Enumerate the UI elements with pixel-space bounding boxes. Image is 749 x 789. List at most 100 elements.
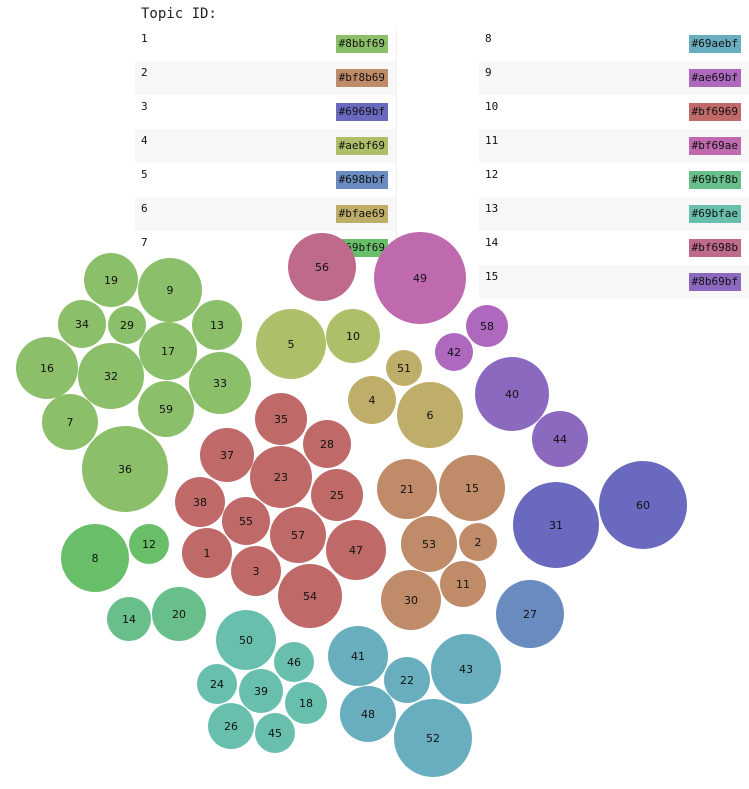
- bubble-29[interactable]: 29: [108, 306, 146, 344]
- bubble-54[interactable]: 54: [278, 564, 342, 628]
- bubble-circle[interactable]: [255, 393, 307, 445]
- bubble-circle[interactable]: [239, 669, 283, 713]
- bubble-circle[interactable]: [152, 587, 206, 641]
- bubble-circle[interactable]: [381, 570, 441, 630]
- bubble-circle[interactable]: [182, 528, 232, 578]
- bubble-circle[interactable]: [439, 455, 505, 521]
- bubble-circle[interactable]: [394, 699, 472, 777]
- bubble-46[interactable]: 46: [274, 642, 314, 682]
- bubble-circle[interactable]: [138, 381, 194, 437]
- bubble-50[interactable]: 50: [216, 610, 276, 670]
- bubble-circle[interactable]: [42, 394, 98, 450]
- bubble-circle[interactable]: [386, 350, 422, 386]
- bubble-27[interactable]: 27: [496, 580, 564, 648]
- bubble-44[interactable]: 44: [532, 411, 588, 467]
- bubble-circle[interactable]: [270, 507, 326, 563]
- bubble-49[interactable]: 49: [374, 232, 466, 324]
- bubble-51[interactable]: 51: [386, 350, 422, 386]
- bubble-3[interactable]: 3: [231, 546, 281, 596]
- bubble-circle[interactable]: [175, 477, 225, 527]
- bubble-26[interactable]: 26: [208, 703, 254, 749]
- bubble-circle[interactable]: [256, 309, 326, 379]
- bubble-23[interactable]: 23: [250, 446, 312, 508]
- bubble-circle[interactable]: [107, 597, 151, 641]
- bubble-25[interactable]: 25: [311, 469, 363, 521]
- bubble-circle[interactable]: [192, 300, 242, 350]
- bubble-circle[interactable]: [139, 322, 197, 380]
- bubble-circle[interactable]: [397, 382, 463, 448]
- bubble-circle[interactable]: [599, 461, 687, 549]
- bubble-42[interactable]: 42: [435, 333, 473, 371]
- bubble-15[interactable]: 15: [439, 455, 505, 521]
- bubble-circle[interactable]: [278, 564, 342, 628]
- bubble-circle[interactable]: [274, 642, 314, 682]
- bubble-circle[interactable]: [326, 520, 386, 580]
- bubble-47[interactable]: 47: [326, 520, 386, 580]
- bubble-circle[interactable]: [108, 306, 146, 344]
- bubble-32[interactable]: 32: [78, 343, 144, 409]
- bubble-58[interactable]: 58: [466, 305, 508, 347]
- bubble-7[interactable]: 7: [42, 394, 98, 450]
- bubble-circle[interactable]: [496, 580, 564, 648]
- bubble-circle[interactable]: [374, 232, 466, 324]
- bubble-circle[interactable]: [222, 497, 270, 545]
- bubble-circle[interactable]: [255, 713, 295, 753]
- bubble-41[interactable]: 41: [328, 626, 388, 686]
- bubble-35[interactable]: 35: [255, 393, 307, 445]
- bubble-circle[interactable]: [435, 333, 473, 371]
- bubble-6[interactable]: 6: [397, 382, 463, 448]
- bubble-12[interactable]: 12: [129, 524, 169, 564]
- bubble-circle[interactable]: [475, 357, 549, 431]
- bubble-39[interactable]: 39: [239, 669, 283, 713]
- bubble-55[interactable]: 55: [222, 497, 270, 545]
- bubble-2[interactable]: 2: [459, 523, 497, 561]
- bubble-circle[interactable]: [431, 634, 501, 704]
- bubble-circle[interactable]: [16, 337, 78, 399]
- bubble-circle[interactable]: [197, 664, 237, 704]
- bubble-circle[interactable]: [250, 446, 312, 508]
- bubble-31[interactable]: 31: [513, 482, 599, 568]
- bubble-43[interactable]: 43: [431, 634, 501, 704]
- bubble-48[interactable]: 48: [340, 686, 396, 742]
- bubble-circle[interactable]: [285, 682, 327, 724]
- bubble-circle[interactable]: [200, 428, 254, 482]
- bubble-circle[interactable]: [340, 686, 396, 742]
- bubble-24[interactable]: 24: [197, 664, 237, 704]
- bubble-13[interactable]: 13: [192, 300, 242, 350]
- bubble-circle[interactable]: [303, 420, 351, 468]
- bubble-circle[interactable]: [216, 610, 276, 670]
- bubble-circle[interactable]: [440, 561, 486, 607]
- bubble-circle[interactable]: [129, 524, 169, 564]
- bubble-36[interactable]: 36: [82, 426, 168, 512]
- bubble-circle[interactable]: [326, 309, 380, 363]
- bubble-circle[interactable]: [459, 523, 497, 561]
- bubble-14[interactable]: 14: [107, 597, 151, 641]
- bubble-18[interactable]: 18: [285, 682, 327, 724]
- bubble-22[interactable]: 22: [384, 657, 430, 703]
- bubble-45[interactable]: 45: [255, 713, 295, 753]
- bubble-circle[interactable]: [328, 626, 388, 686]
- bubble-33[interactable]: 33: [189, 352, 251, 414]
- bubble-60[interactable]: 60: [599, 461, 687, 549]
- bubble-circle[interactable]: [189, 352, 251, 414]
- bubble-circle[interactable]: [231, 546, 281, 596]
- bubble-59[interactable]: 59: [138, 381, 194, 437]
- bubble-circle[interactable]: [401, 516, 457, 572]
- bubble-circle[interactable]: [82, 426, 168, 512]
- bubble-30[interactable]: 30: [381, 570, 441, 630]
- bubble-circle[interactable]: [61, 524, 129, 592]
- bubble-1[interactable]: 1: [182, 528, 232, 578]
- bubble-circle[interactable]: [532, 411, 588, 467]
- bubble-9[interactable]: 9: [138, 258, 202, 322]
- bubble-57[interactable]: 57: [270, 507, 326, 563]
- bubble-40[interactable]: 40: [475, 357, 549, 431]
- bubble-28[interactable]: 28: [303, 420, 351, 468]
- bubble-5[interactable]: 5: [256, 309, 326, 379]
- bubble-37[interactable]: 37: [200, 428, 254, 482]
- bubble-56[interactable]: 56: [288, 233, 356, 301]
- bubble-53[interactable]: 53: [401, 516, 457, 572]
- bubble-4[interactable]: 4: [348, 376, 396, 424]
- bubble-circle[interactable]: [138, 258, 202, 322]
- bubble-19[interactable]: 19: [84, 253, 138, 307]
- bubble-circle[interactable]: [384, 657, 430, 703]
